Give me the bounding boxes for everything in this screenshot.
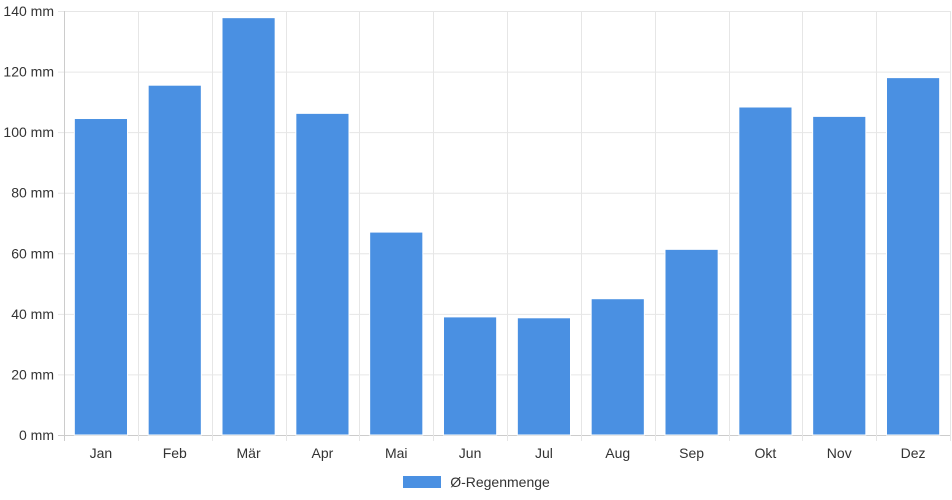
bar-Aug[interactable] — [590, 298, 645, 436]
legend[interactable]: Ø-Regenmenge — [0, 470, 952, 494]
x-tick-label: Apr — [312, 445, 334, 461]
x-tick-label: Feb — [163, 445, 187, 461]
x-tick-label: Dez — [901, 445, 926, 461]
x-tick-label: Nov — [827, 445, 852, 461]
y-tick-label: 80 mm — [11, 185, 54, 201]
y-tick-label: 40 mm — [11, 306, 54, 322]
legend-swatch[interactable] — [402, 475, 443, 489]
y-tick-label: 20 mm — [11, 366, 54, 382]
legend-label[interactable]: Ø-Regenmenge — [450, 474, 550, 490]
x-axis: Jan Feb Mär Apr Mai Jun Jul Aug Sep Okt Nov Dez — [90, 445, 926, 461]
y-axis: 0 mm 20 mm 40 mm 60 mm 80 mm 100 mm 120 mm 140 … — [3, 3, 54, 443]
y-tick-label: 100 mm — [3, 124, 54, 140]
x-tick-label: Jan — [90, 445, 113, 461]
x-tick-label: Sep — [679, 445, 704, 461]
bar-Nov[interactable] — [812, 115, 867, 436]
bar-Mär[interactable] — [221, 17, 276, 436]
x-tick-label: Mai — [385, 445, 408, 461]
y-tick-label: 140 mm — [3, 3, 54, 19]
bar-Jul[interactable] — [516, 317, 571, 436]
y-tick-label: 0 mm — [19, 427, 54, 443]
grid — [58, 11, 951, 441]
x-tick-label: Mär — [237, 445, 261, 461]
bar-Feb[interactable] — [147, 84, 202, 436]
x-tick-label: Jul — [535, 445, 553, 461]
bar-Jan[interactable] — [73, 118, 128, 436]
bar-Apr[interactable] — [295, 112, 350, 436]
bar-chart: 0 mm 20 mm 40 mm 60 mm 80 mm 100 mm 120 mm 140 … — [3, 3, 951, 461]
y-tick-label: 120 mm — [3, 64, 54, 80]
bar-Dez[interactable] — [886, 77, 941, 436]
x-tick-label: Jun — [459, 445, 482, 461]
y-tick-label: 60 mm — [11, 245, 54, 261]
x-tick-label: Aug — [605, 445, 630, 461]
bar-Okt[interactable] — [738, 106, 793, 436]
bar-Mai[interactable] — [369, 231, 424, 436]
bar-Sep[interactable] — [664, 248, 719, 436]
bar-Jun[interactable] — [443, 316, 498, 436]
bars — [73, 17, 941, 436]
x-tick-label: Okt — [755, 445, 777, 461]
